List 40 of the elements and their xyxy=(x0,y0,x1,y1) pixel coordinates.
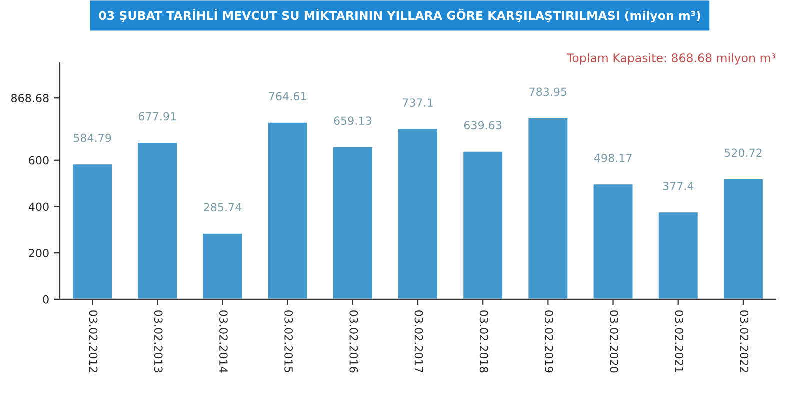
bar xyxy=(592,183,634,300)
data-label: 584.79 xyxy=(74,134,112,142)
bar xyxy=(722,178,764,300)
data-label: 285.74 xyxy=(204,203,242,212)
y-tick-label: 600 xyxy=(29,156,49,165)
data-label: 377.4 xyxy=(663,182,694,190)
x-tick-label: 03.02.2021 xyxy=(675,310,684,372)
data-label: 498.17 xyxy=(594,154,632,162)
chart-title: 03 ŞUBAT TARİHLİ MEVCUT SU MİKTARININ YILLARA GÖRE KARŞILAŞTIRILMASI (milyon m³) xyxy=(99,9,700,22)
x-tick-label: 03.02.2016 xyxy=(350,310,358,373)
x-tick-label: 03.02.2012 xyxy=(89,310,98,372)
bar xyxy=(657,211,700,300)
x-tick-label: 03.02.2013 xyxy=(154,310,163,373)
x-tick-label: 03.02.2015 xyxy=(284,310,293,373)
bar xyxy=(462,150,504,300)
x-tick-label: 03.02.2017 xyxy=(414,310,424,373)
y-tick-label: 0 xyxy=(43,295,49,304)
data-label: 677.91 xyxy=(138,112,176,121)
bar xyxy=(266,122,309,300)
data-label: 520.72 xyxy=(724,148,762,158)
bar xyxy=(136,142,179,300)
annotation: Toplam Kapasite: 868.68 milyon m³ xyxy=(566,53,776,65)
bar xyxy=(72,163,114,300)
bar xyxy=(202,232,244,300)
bar xyxy=(397,128,439,300)
data-label: 659.13 xyxy=(334,116,372,126)
bar xyxy=(527,117,570,300)
y-tick-label: 400 xyxy=(28,202,49,212)
bar xyxy=(332,146,374,300)
x-tick-label: 03.02.2019 xyxy=(544,310,554,373)
y-tick-label: 200 xyxy=(29,249,49,258)
x-tick-label: 03.02.2014 xyxy=(220,310,228,373)
x-tick-label: 03.02.2022 xyxy=(740,310,749,372)
x-tick-label: 03.02.2020 xyxy=(610,310,618,373)
y-tick-label: 868.68 xyxy=(11,94,49,102)
data-label: 639.63 xyxy=(464,121,502,130)
data-label: 737.1 xyxy=(403,98,433,108)
x-tick-label: 03.02.2018 xyxy=(480,310,488,373)
data-label: 783.95 xyxy=(530,88,567,96)
data-label: 764.61 xyxy=(269,92,306,101)
